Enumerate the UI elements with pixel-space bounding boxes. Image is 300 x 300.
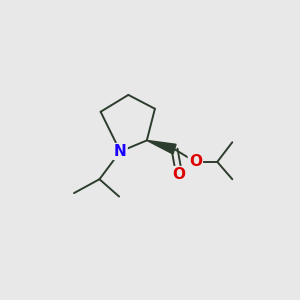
Text: N: N [114,144,127,159]
Text: O: O [173,167,186,182]
Text: O: O [189,154,202,169]
Polygon shape [147,140,176,154]
